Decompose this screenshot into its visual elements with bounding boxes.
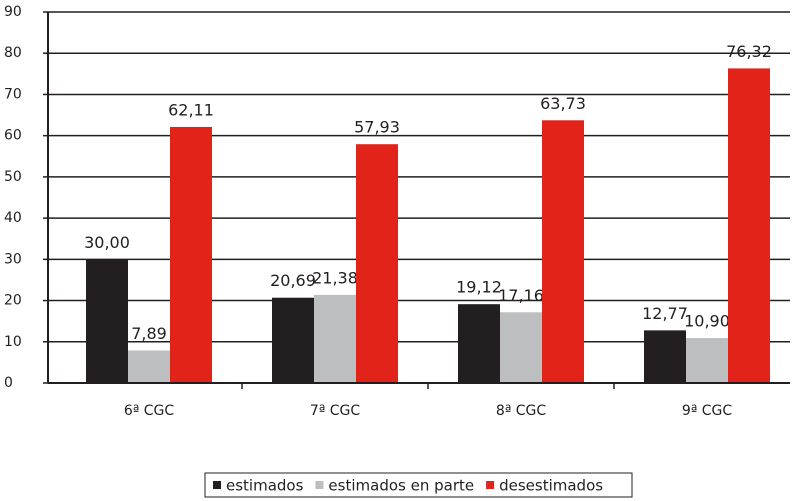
- y-tick-label: 60: [4, 128, 22, 144]
- bar: [128, 350, 170, 383]
- value-label: 20,69: [270, 271, 316, 290]
- y-tick-label: 10: [4, 334, 22, 350]
- y-tick-label: 70: [4, 86, 22, 102]
- bar: [272, 297, 314, 383]
- value-label: 12,77: [642, 304, 688, 323]
- bar: [356, 144, 398, 383]
- x-tick-label: 6ª CGC: [124, 403, 175, 419]
- legend-swatch: [213, 481, 221, 489]
- value-label: 21,38: [312, 268, 358, 287]
- value-label: 57,93: [354, 118, 400, 137]
- bar: [86, 259, 128, 383]
- bar: [686, 338, 728, 383]
- legend-label: estimados en parte: [328, 477, 474, 495]
- x-tick-label: 7ª CGC: [310, 403, 361, 419]
- value-label: 7,89: [131, 324, 167, 343]
- value-label: 76,32: [726, 42, 772, 61]
- y-tick-label: 80: [4, 45, 22, 61]
- legend-box: [204, 472, 633, 498]
- value-label: 19,12: [456, 278, 502, 297]
- legend-swatch: [315, 481, 324, 489]
- value-label: 30,00: [84, 233, 130, 252]
- bar: [170, 126, 212, 383]
- legend-label: desestimados: [499, 477, 603, 495]
- value-label: 10,90: [684, 312, 730, 331]
- bar: [542, 120, 584, 384]
- bar: [644, 330, 686, 383]
- y-tick-label: 50: [4, 169, 22, 185]
- legend-label: estimados: [226, 477, 304, 495]
- y-tick-label: 30: [4, 251, 22, 267]
- bar: [500, 312, 542, 383]
- legend-swatch: [486, 481, 495, 489]
- value-label: 17,16: [498, 286, 544, 305]
- value-label: 62,11: [168, 100, 214, 119]
- y-tick-label: 20: [4, 293, 22, 309]
- y-tick-label: 40: [4, 210, 22, 226]
- y-tick-label: 0: [4, 375, 13, 391]
- y-tick-label: 90: [4, 4, 22, 20]
- x-tick-label: 8ª CGC: [496, 403, 547, 419]
- value-label: 63,73: [540, 94, 586, 113]
- x-tick-label: 9ª CGC: [682, 403, 733, 419]
- bar: [458, 304, 500, 383]
- bar: [314, 294, 356, 383]
- bar: [728, 68, 770, 383]
